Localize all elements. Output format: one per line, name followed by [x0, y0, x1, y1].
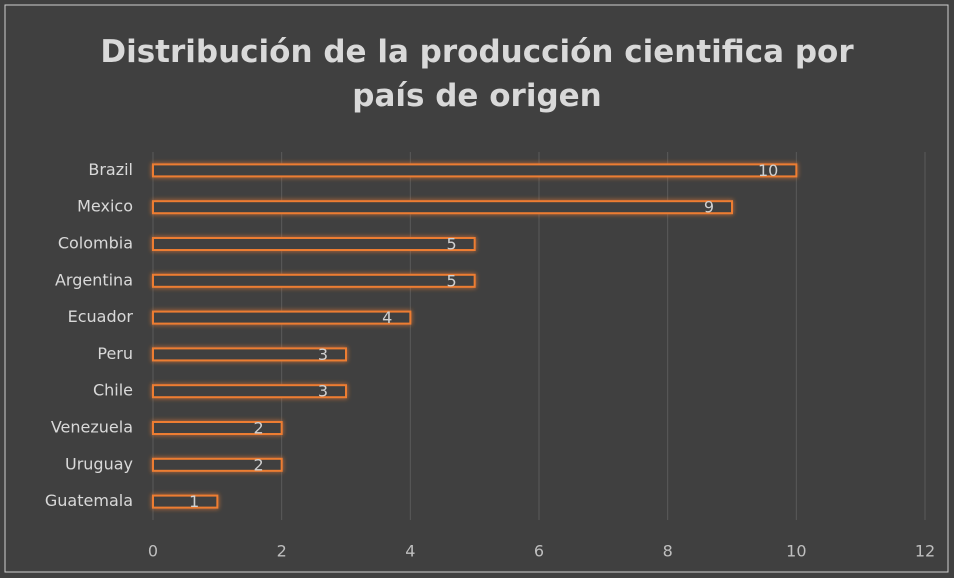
x-tick-label: 0: [148, 542, 158, 561]
y-tick-label: Uruguay: [65, 454, 133, 473]
y-tick-label: Colombia: [58, 234, 133, 253]
bar: [152, 310, 412, 325]
x-tick-label: 12: [915, 542, 935, 561]
bar: [152, 200, 733, 215]
chart-border: [4, 4, 949, 573]
data-label: 4: [382, 308, 392, 327]
data-label: 1: [189, 492, 199, 511]
chart-title: Distribución de la producción cientifica…: [100, 34, 854, 114]
bar: [152, 384, 347, 399]
bar: [152, 237, 476, 251]
y-tick-label: Argentina: [55, 270, 133, 289]
data-label: 3: [318, 382, 328, 401]
bar: [152, 421, 283, 435]
x-tick-label: 4: [405, 542, 415, 561]
bar: [152, 347, 347, 362]
data-label: 2: [253, 419, 263, 438]
x-tick-label: 6: [534, 542, 544, 561]
data-label: 5: [446, 235, 456, 254]
y-tick-label: Brazil: [88, 160, 133, 179]
data-label: 2: [253, 455, 263, 474]
bar: [152, 494, 219, 509]
y-tick-label: Venezuela: [51, 418, 133, 437]
x-tick-label: 2: [277, 542, 287, 561]
y-tick-label: Ecuador: [68, 307, 134, 326]
y-tick-label: Peru: [97, 344, 133, 363]
bar: [152, 457, 283, 472]
y-tick-label: Chile: [93, 381, 133, 400]
x-tick-label: 8: [663, 542, 673, 561]
y-tick-label: Guatemala: [45, 491, 133, 510]
data-label: 5: [446, 271, 456, 290]
data-label: 3: [318, 345, 328, 364]
data-label: 10: [758, 161, 778, 180]
bar: [152, 163, 798, 178]
x-tick-label: 10: [786, 542, 806, 561]
data-label: 9: [704, 198, 714, 217]
bar: [152, 273, 476, 288]
y-tick-label: Mexico: [77, 197, 133, 216]
